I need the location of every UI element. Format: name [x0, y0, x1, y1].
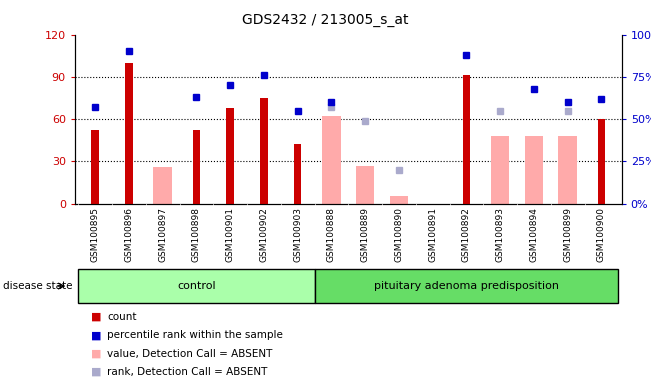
- Bar: [78, 269, 314, 303]
- Text: GSM100894: GSM100894: [529, 207, 538, 262]
- Text: GSM100893: GSM100893: [495, 207, 505, 262]
- Text: GDS2432 / 213005_s_at: GDS2432 / 213005_s_at: [242, 13, 409, 27]
- Text: pituitary adenoma predisposition: pituitary adenoma predisposition: [374, 281, 559, 291]
- Text: ■: ■: [91, 312, 102, 322]
- Bar: [463, 75, 470, 204]
- Text: GSM100900: GSM100900: [597, 207, 606, 262]
- Text: GSM100890: GSM100890: [395, 207, 404, 262]
- Bar: [322, 116, 340, 204]
- Bar: [356, 166, 374, 204]
- Text: percentile rank within the sample: percentile rank within the sample: [107, 330, 283, 340]
- Text: count: count: [107, 312, 137, 322]
- Bar: [559, 136, 577, 204]
- Text: ■: ■: [91, 367, 102, 377]
- Bar: [314, 269, 618, 303]
- Bar: [260, 98, 268, 204]
- Bar: [390, 197, 408, 204]
- Text: GSM100888: GSM100888: [327, 207, 336, 262]
- Bar: [525, 136, 543, 204]
- Text: control: control: [177, 281, 215, 291]
- Bar: [491, 136, 510, 204]
- Bar: [193, 130, 200, 204]
- Text: ■: ■: [91, 330, 102, 340]
- Text: GSM100896: GSM100896: [124, 207, 133, 262]
- Text: disease state: disease state: [3, 281, 73, 291]
- Text: GSM100895: GSM100895: [90, 207, 100, 262]
- Text: GSM100899: GSM100899: [563, 207, 572, 262]
- Bar: [91, 130, 99, 204]
- Bar: [598, 119, 605, 204]
- Text: GSM100898: GSM100898: [192, 207, 201, 262]
- Text: ■: ■: [91, 349, 102, 359]
- Bar: [294, 144, 301, 204]
- Text: value, Detection Call = ABSENT: value, Detection Call = ABSENT: [107, 349, 273, 359]
- Text: GSM100892: GSM100892: [462, 207, 471, 262]
- Text: rank, Detection Call = ABSENT: rank, Detection Call = ABSENT: [107, 367, 268, 377]
- Text: GSM100891: GSM100891: [428, 207, 437, 262]
- Bar: [125, 63, 133, 204]
- Text: GSM100889: GSM100889: [361, 207, 370, 262]
- Text: GSM100903: GSM100903: [293, 207, 302, 262]
- Bar: [227, 108, 234, 204]
- Text: GSM100897: GSM100897: [158, 207, 167, 262]
- Text: GSM100901: GSM100901: [226, 207, 234, 262]
- Bar: [154, 167, 172, 204]
- Text: GSM100902: GSM100902: [259, 207, 268, 262]
